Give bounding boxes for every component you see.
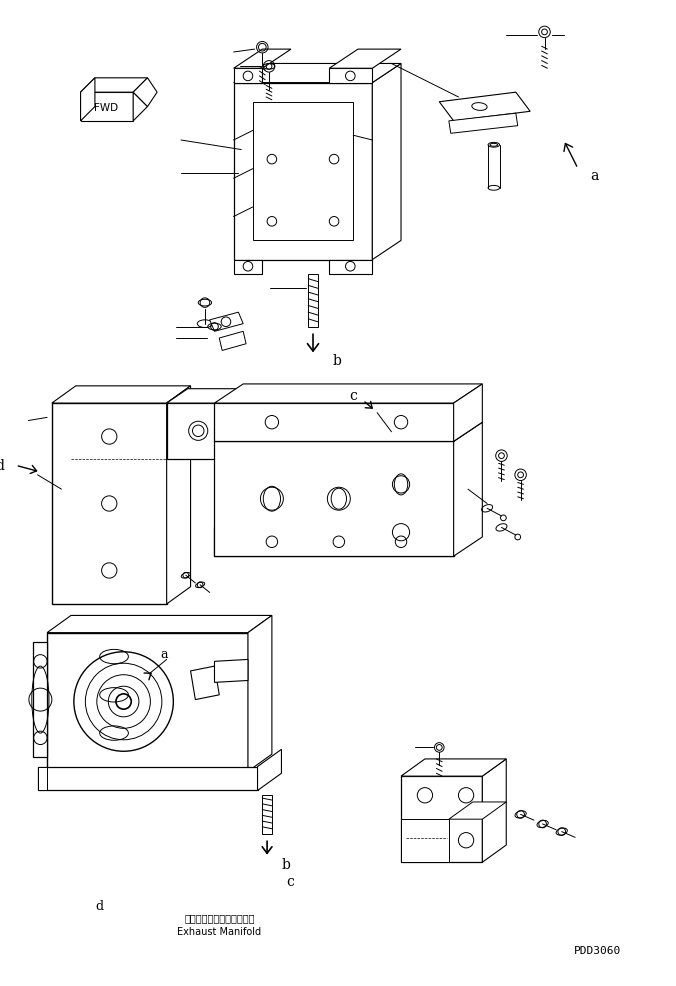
Polygon shape [80,79,147,93]
Text: c: c [349,389,357,403]
Polygon shape [37,767,47,791]
Polygon shape [167,387,191,604]
Polygon shape [133,93,147,121]
Polygon shape [253,103,353,242]
Polygon shape [133,79,157,107]
Text: PDD3060: PDD3060 [574,946,621,955]
Polygon shape [483,759,506,863]
Polygon shape [214,385,483,403]
Polygon shape [439,93,530,121]
Polygon shape [52,403,167,604]
Polygon shape [214,442,454,556]
Text: c: c [286,875,294,888]
Polygon shape [329,50,401,69]
Text: a: a [590,170,599,183]
Polygon shape [214,509,483,528]
Polygon shape [258,749,281,791]
Polygon shape [191,667,219,700]
Polygon shape [329,260,372,275]
Polygon shape [80,93,133,121]
Polygon shape [234,64,401,84]
Polygon shape [80,79,95,121]
Text: エキゾーストマニホールド: エキゾーストマニホールド [184,912,255,922]
Text: d: d [95,899,103,912]
Polygon shape [214,528,454,556]
Polygon shape [234,50,291,69]
Polygon shape [214,403,454,442]
Polygon shape [32,643,47,757]
Polygon shape [37,767,258,791]
Polygon shape [372,64,401,260]
Text: d: d [0,458,4,472]
Polygon shape [214,423,483,442]
Polygon shape [234,84,372,260]
Polygon shape [214,660,248,682]
Text: b: b [281,857,290,872]
Circle shape [116,694,131,710]
Polygon shape [401,776,483,863]
Polygon shape [47,616,272,633]
Polygon shape [401,819,449,863]
Polygon shape [248,616,272,772]
Text: b: b [332,354,341,368]
Polygon shape [449,803,506,819]
Polygon shape [210,313,243,332]
Polygon shape [167,389,250,403]
Polygon shape [454,423,483,556]
Polygon shape [167,403,229,459]
Text: a: a [160,648,168,661]
Polygon shape [262,796,272,834]
Polygon shape [449,114,518,134]
Polygon shape [229,389,250,459]
Polygon shape [308,275,318,327]
Polygon shape [52,387,191,403]
Polygon shape [47,633,248,772]
Polygon shape [329,69,372,84]
Text: FWD: FWD [95,103,118,112]
Polygon shape [401,759,506,776]
Polygon shape [219,332,246,351]
Polygon shape [234,69,262,84]
Text: Exhaust Manifold: Exhaust Manifold [177,926,262,936]
Polygon shape [454,385,483,442]
Polygon shape [234,260,262,275]
